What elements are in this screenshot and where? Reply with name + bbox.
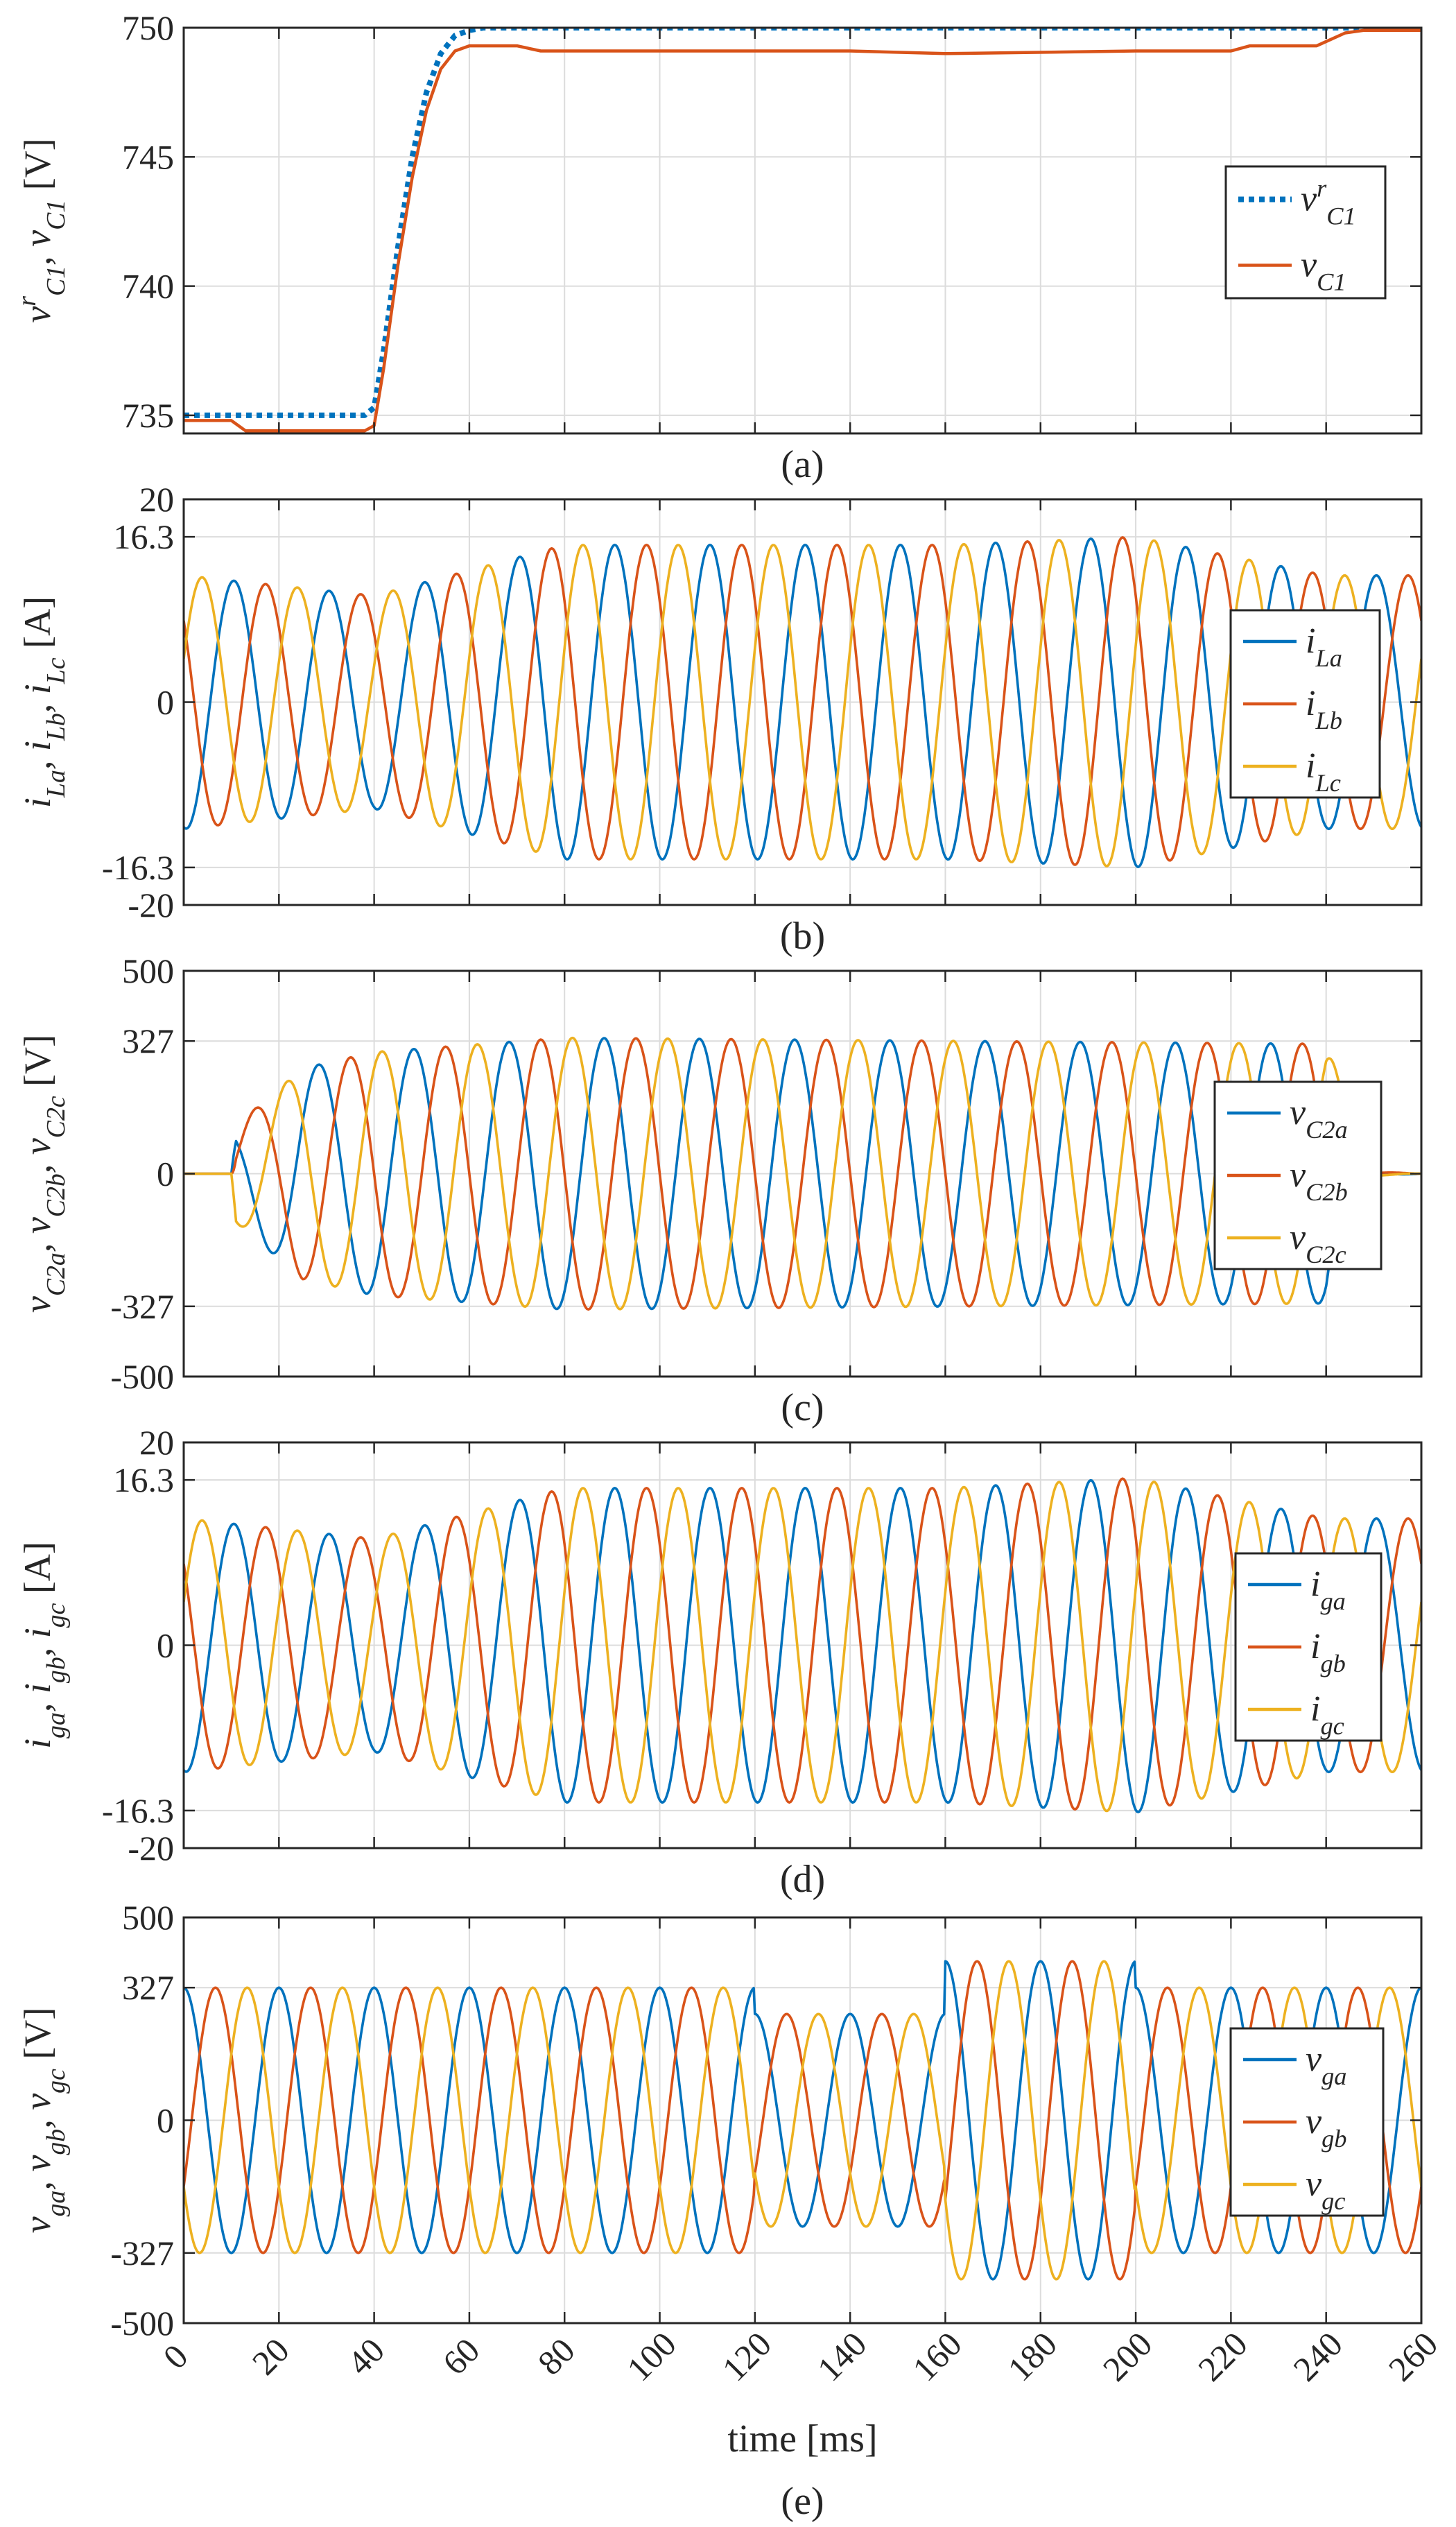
x-tick-label: 20 [245,2331,297,2383]
y-tick-label: 745 [122,137,174,176]
x-tick-label: 200 [1095,2325,1160,2389]
panel-caption: (b) [780,915,825,958]
x-tick-label: 180 [1000,2325,1064,2389]
series-group [184,536,1421,868]
x-tick-label: 260 [1381,2325,1446,2389]
x-tick-label: 220 [1190,2325,1255,2389]
panel-caption: (e) [781,2480,824,2523]
y-tick-label: 327 [122,1021,174,1060]
y-tick-label: 740 [122,267,174,306]
legend-label-2: vC2b [1290,1155,1348,1206]
y-tick-label: -500 [110,1357,174,1396]
x-axis-label: time [ms] [727,2417,877,2460]
y-tick-label: 16.3 [114,1460,175,1499]
series-line-3 [184,1960,1421,2281]
legend: vrC1 vC1 [1224,165,1387,300]
legend-label-1: iga [1310,1564,1346,1615]
y-axis-label: iga, igb, igc [A] [17,1542,71,1749]
y-tick-label: -16.3 [102,1791,174,1830]
panel-caption: (a) [781,443,824,486]
panel-caption: (c) [781,1386,824,1429]
y-tick-label: -500 [110,2304,174,2343]
x-tick-label: 140 [810,2325,874,2389]
series-line-2 [184,28,1421,433]
x-tick-label: 40 [340,2331,392,2383]
y-tick-label: 750 [122,8,174,47]
y-tick-label: 500 [122,951,174,990]
panel-caption: (d) [780,1858,825,1901]
legend: iLa iLb iLc [1229,609,1381,799]
y-tick-label: 0 [157,683,174,722]
legend-label-1: vC2a [1290,1093,1348,1144]
legend-label-1: iLa [1306,621,1342,672]
y-tick-label: -16.3 [102,848,174,887]
legend-box [1224,165,1387,300]
series-line-2 [184,536,1421,866]
legend-label-2: vC1 [1301,245,1346,296]
series-line-1 [184,28,1421,418]
y-tick-label: 0 [157,1155,174,1193]
series-line-2 [184,1037,1421,1311]
legend-label-2: igb [1310,1627,1346,1678]
y-axis-label: iLa, iLb, iLc [A] [17,596,71,808]
y-tick-label: 500 [122,1898,174,1937]
legend-label-2: vgb [1306,2102,1346,2153]
y-axis-label: vC2a, vC2b, vC2c [V] [17,1035,71,1313]
series-group [184,1477,1421,1813]
y-tick-label: 0 [157,2101,174,2140]
legend-label-3: iLc [1306,746,1341,797]
series-line-1 [184,1037,1421,1311]
x-tick-label: 0 [155,2336,195,2376]
legend-label-3: vC2c [1290,1218,1346,1268]
y-tick-label: 20 [139,1423,174,1462]
series-line-3 [184,1481,1421,1813]
x-tick-label: 80 [530,2331,582,2383]
y-tick-label: -327 [110,1287,174,1326]
legend: iga igb igc [1234,1552,1383,1742]
series-group [184,28,1421,433]
x-tick-label: 60 [435,2331,487,2383]
y-axis-label: vrC1, vC1 [V] [12,138,71,322]
legend: vga vgb vgc [1229,2027,1385,2217]
x-tick-label: 160 [905,2325,969,2389]
y-tick-label: 16.3 [114,517,175,556]
panel-a: 735 740 745 750 vrC1, vC1 [V] (a) vrC1 vC1 [12,8,1423,486]
y-tick-label: 20 [139,480,174,519]
y-tick-label: 0 [157,1626,174,1665]
y-tick-label: 735 [122,396,174,435]
legend-label-1: vrC1 [1301,175,1356,230]
panel-c: -500 -327 0 327 500 vC2a, vC2b, vC2c [V] (c) vC… [17,951,1423,1429]
y-axis-label: vga, vgb, vgc [V] [17,2008,71,2234]
legend-label-2: iLb [1306,684,1342,734]
y-tick-label: -327 [110,2234,174,2272]
y-tick-label: 327 [122,1968,174,2007]
series-line-3 [184,539,1421,868]
y-tick-label: -20 [128,886,174,924]
x-tick-label: 240 [1285,2325,1350,2389]
series-line-1 [184,1478,1421,1813]
legend-label-1: vga [1306,2039,1346,2090]
legend-label-3: vgc [1306,2164,1345,2215]
x-tick-label: 100 [619,2325,684,2389]
legend: vC2a vC2b vC2c [1213,1080,1383,1270]
legend-label-3: igc [1310,1689,1344,1740]
series-group [184,1960,1421,2281]
axes-frame [182,26,1423,435]
series-line-2 [184,1477,1421,1811]
series-line-1 [184,537,1421,868]
x-tick-label: 120 [715,2325,779,2389]
y-tick-label: -20 [128,1829,174,1868]
